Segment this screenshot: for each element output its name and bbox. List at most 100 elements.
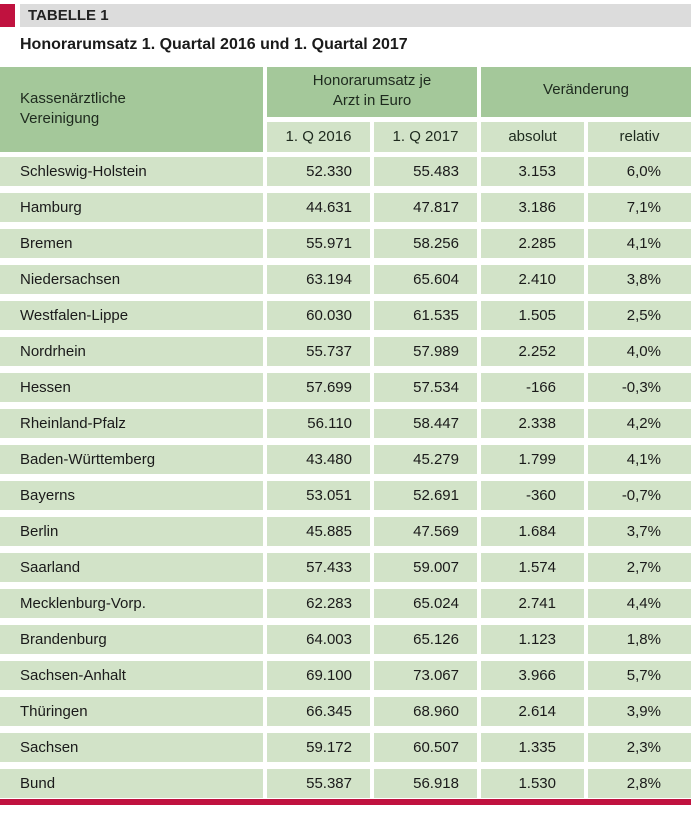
absolut-cell: 2.410 [481,265,584,294]
q2017-cell: 60.507 [374,733,477,762]
absolut-cell: 2.614 [481,697,584,726]
bottom-rule [0,799,691,805]
absolut-cell: 1.684 [481,517,584,546]
q2016-cell: 59.172 [267,733,370,762]
q2016-cell: 57.699 [267,373,370,402]
kv-name-cell: Rheinland-Pfalz [0,409,263,438]
relativ-cell: 4,1% [588,445,691,474]
relativ-cell: 3,9% [588,697,691,726]
relativ-cell: 5,7% [588,661,691,690]
table-row: Westfalen-Lippe 60.030 61.535 1.505 2,5% [0,301,691,330]
table-row: Schleswig-Holstein 52.330 55.483 3.153 6,0% [0,157,691,186]
relativ-cell: 4,2% [588,409,691,438]
kv-name-cell: Baden-Württemberg [0,445,263,474]
q2017-cell: 65.126 [374,625,477,654]
table-row: Sachsen 59.172 60.507 1.335 2,3% [0,733,691,762]
q2016-cell: 63.194 [267,265,370,294]
relativ-cell: 3,7% [588,517,691,546]
kv-name-cell: Hessen [0,373,263,402]
q2017-cell: 55.483 [374,157,477,186]
header-change-group: Veränderung [481,67,691,117]
relativ-cell: -0,7% [588,481,691,510]
q2017-cell: 56.918 [374,769,477,798]
header-honorar-line2: Arzt in Euro [332,92,412,109]
kv-name-cell: Westfalen-Lippe [0,301,263,330]
kv-name-cell: Thüringen [0,697,263,726]
header-honorar-line1: Honorarumsatz je [312,72,432,89]
q2016-cell: 57.433 [267,553,370,582]
absolut-cell: 2.285 [481,229,584,258]
q2016-cell: 56.110 [267,409,370,438]
red-marker [0,4,15,27]
kv-name-cell: Bayerns [0,481,263,510]
table-row: Brandenburg 64.003 65.126 1.123 1,8% [0,625,691,654]
q2017-cell: 52.691 [374,481,477,510]
absolut-cell: 3.966 [481,661,584,690]
table-row: Saarland 57.433 59.007 1.574 2,7% [0,553,691,582]
kv-name-cell: Mecklenburg-Vorp. [0,589,263,618]
header-kv: Kassenärztliche Vereinigung [0,67,263,152]
absolut-cell: 1.574 [481,553,584,582]
kv-name-cell: Sachsen-Anhalt [0,661,263,690]
q2016-cell: 55.737 [267,337,370,366]
table-row: Hessen 57.699 57.534 -166 -0,3% [0,373,691,402]
q2017-cell: 65.024 [374,589,477,618]
relativ-cell: 2,3% [588,733,691,762]
header-kv-line2: Vereinigung [20,110,100,127]
relativ-cell: 2,5% [588,301,691,330]
absolut-cell: -360 [481,481,584,510]
q2017-cell: 47.569 [374,517,477,546]
absolut-cell: 3.186 [481,193,584,222]
relativ-cell: 4,1% [588,229,691,258]
table-row: Hamburg 44.631 47.817 3.186 7,1% [0,193,691,222]
q2016-cell: 55.387 [267,769,370,798]
q2017-cell: 68.960 [374,697,477,726]
kv-name-cell: Schleswig-Holstein [0,157,263,186]
kv-name-cell: Bund [0,769,263,798]
table-row: Rheinland-Pfalz 56.110 58.447 2.338 4,2% [0,409,691,438]
relativ-cell: 2,7% [588,553,691,582]
q2016-cell: 53.051 [267,481,370,510]
q2016-cell: 66.345 [267,697,370,726]
header-q2017: 1. Q 2017 [374,122,477,152]
table-tag: TABELLE 1 [20,4,691,27]
table-row: Berlin 45.885 47.569 1.684 3,7% [0,517,691,546]
q2017-cell: 57.989 [374,337,477,366]
absolut-cell: 1.335 [481,733,584,762]
q2017-cell: 57.534 [374,373,477,402]
q2016-cell: 45.885 [267,517,370,546]
absolut-cell: 1.530 [481,769,584,798]
relativ-cell: 2,8% [588,769,691,798]
header-relativ: relativ [588,122,691,152]
q2017-cell: 58.256 [374,229,477,258]
q2016-cell: 55.971 [267,229,370,258]
q2017-cell: 59.007 [374,553,477,582]
q2017-cell: 61.535 [374,301,477,330]
table-row: Niedersachsen 63.194 65.604 2.410 3,8% [0,265,691,294]
relativ-cell: 7,1% [588,193,691,222]
q2016-cell: 64.003 [267,625,370,654]
kv-name-cell: Bremen [0,229,263,258]
kv-name-cell: Hamburg [0,193,263,222]
q2017-cell: 45.279 [374,445,477,474]
table-row: Thüringen 66.345 68.960 2.614 3,9% [0,697,691,726]
header-kv-line1: Kassenärztliche [20,90,126,107]
table-row: Baden-Württemberg 43.480 45.279 1.799 4,1% [0,445,691,474]
kv-name-cell: Sachsen [0,733,263,762]
header-absolut: absolut [481,122,584,152]
kv-name-cell: Saarland [0,553,263,582]
table-row: Nordrhein 55.737 57.989 2.252 4,0% [0,337,691,366]
kv-name-cell: Berlin [0,517,263,546]
q2017-cell: 47.817 [374,193,477,222]
q2016-cell: 69.100 [267,661,370,690]
relativ-cell: -0,3% [588,373,691,402]
absolut-cell: 2.252 [481,337,584,366]
q2016-cell: 60.030 [267,301,370,330]
table-row: Bayerns 53.051 52.691 -360 -0,7% [0,481,691,510]
absolut-cell: 2.338 [481,409,584,438]
table-tag-bar: TABELLE 1 [0,4,691,27]
absolut-cell: 1.505 [481,301,584,330]
table-row: Mecklenburg-Vorp. 62.283 65.024 2.741 4,4% [0,589,691,618]
relativ-cell: 4,4% [588,589,691,618]
header-q2016: 1. Q 2016 [267,122,370,152]
